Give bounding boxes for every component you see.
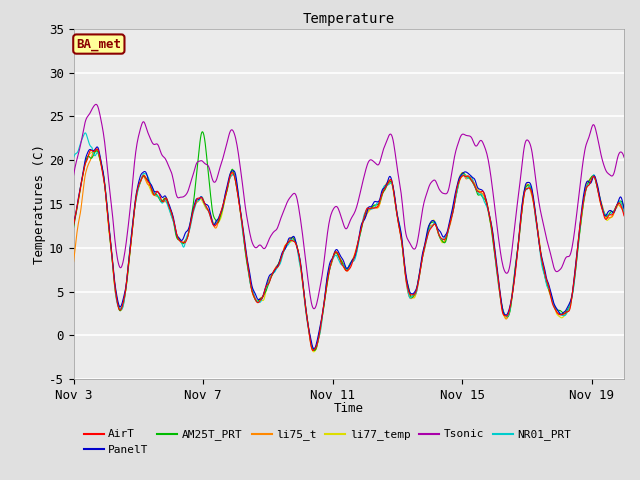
Text: BA_met: BA_met: [76, 37, 122, 50]
Y-axis label: Temperatures (C): Temperatures (C): [33, 144, 46, 264]
Legend: AirT, PanelT, AM25T_PRT, li75_t, li77_temp, Tsonic, NR01_PRT: AirT, PanelT, AM25T_PRT, li75_t, li77_te…: [79, 425, 576, 459]
X-axis label: Time: Time: [334, 402, 364, 415]
Title: Temperature: Temperature: [303, 12, 395, 26]
